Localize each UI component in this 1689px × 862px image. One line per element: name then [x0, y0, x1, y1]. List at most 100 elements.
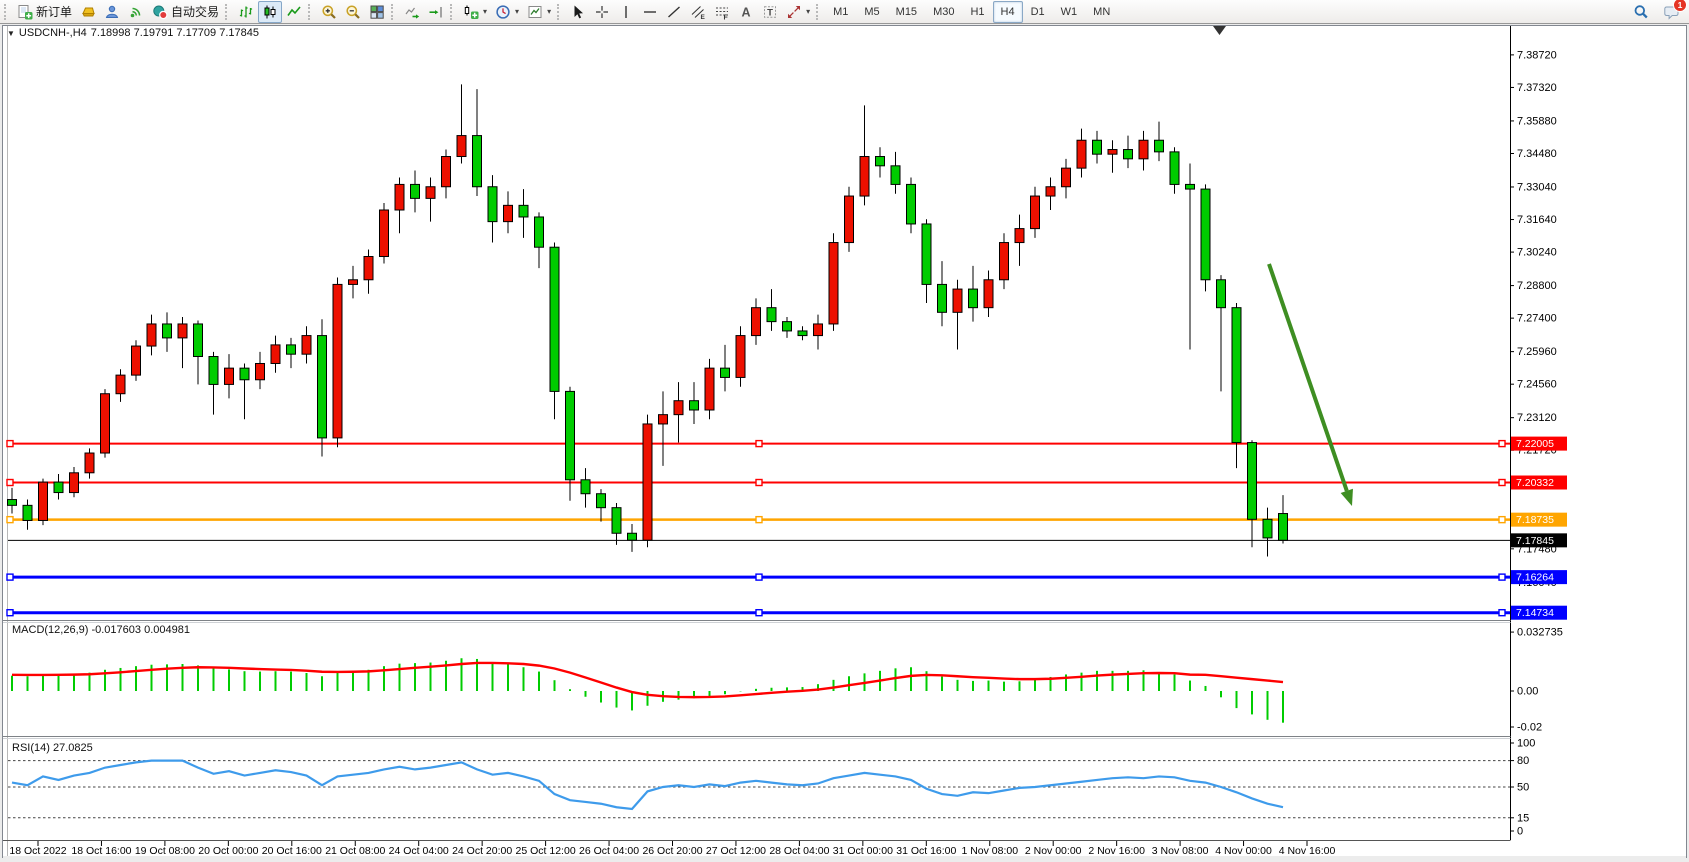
channel-button[interactable]: E [686, 1, 710, 23]
symbol-period-label: USDCNH-,H4 [18, 27, 87, 39]
autotrading-button[interactable]: 自动交易 [148, 1, 223, 23]
text-button[interactable]: A [734, 1, 758, 23]
chart-shift-button[interactable] [424, 1, 448, 23]
timeframe-button-h4[interactable]: H4 [992, 0, 1023, 23]
trend-arrow-annotation[interactable] [1267, 263, 1353, 506]
time-tick-label: 25 Oct 12:00 [516, 845, 576, 857]
time-tick-label: 31 Oct 16:00 [896, 845, 956, 857]
candle [611, 503, 622, 545]
fibonacci-button[interactable]: F [710, 1, 734, 23]
candle [673, 382, 684, 443]
line-handle[interactable] [6, 573, 14, 581]
candle [906, 177, 916, 234]
time-tick-label: 18 Oct 2022 [9, 845, 66, 857]
zoom-out-button[interactable] [341, 1, 365, 23]
timeframe-button-m30[interactable]: M30 [933, 5, 955, 18]
rsi-panel: 100 80 50 15 0 [8, 738, 1535, 838]
horizontal-line[interactable] [6, 478, 1510, 487]
candle [797, 326, 808, 341]
price-tick-label: 7.33040 [1517, 181, 1557, 193]
toolbar-group [400, 1, 448, 23]
metaeditor-button[interactable] [76, 1, 100, 23]
horizontal-line[interactable] [6, 515, 1510, 524]
crosshair-button[interactable] [590, 1, 614, 23]
candlestick-button[interactable] [258, 0, 283, 23]
new-order-button[interactable]: 新订单 [13, 1, 76, 23]
horizontal-line[interactable] [6, 608, 1510, 617]
timeframe-button-w1[interactable]: W1 [1060, 5, 1078, 18]
price-tick-label: 7.25960 [1517, 346, 1557, 358]
line-handle[interactable] [755, 608, 763, 617]
line-handle[interactable] [755, 478, 763, 487]
arrows-button[interactable]: ▾ [782, 1, 814, 23]
chart-window [2, 25, 1687, 858]
auto-scroll-button[interactable] [400, 1, 424, 23]
chart-title: ▼ USDCNH-,H4 7.18998 7.19791 7.17709 7.1… [7, 27, 259, 39]
line-handle[interactable] [6, 515, 14, 524]
candle [115, 369, 126, 402]
text-label-button[interactable]: T [758, 1, 782, 23]
dropdown-caret-icon[interactable]: ▾ [515, 7, 520, 16]
tile-windows-button[interactable] [365, 1, 389, 23]
candle [255, 351, 265, 390]
line-handle[interactable] [1498, 439, 1506, 448]
line-handle[interactable] [6, 608, 14, 617]
line-handle[interactable] [1498, 478, 1506, 487]
auto-scroll-icon [404, 4, 420, 20]
bar-chart-button[interactable] [234, 1, 258, 23]
timeframe-button-m5[interactable]: M5 [864, 5, 880, 18]
candle [22, 499, 33, 530]
line-handle[interactable] [1498, 608, 1506, 617]
candle [766, 289, 777, 331]
hline-button[interactable] [638, 1, 662, 23]
timeframe-button-d1[interactable]: D1 [1030, 5, 1045, 18]
line-handle[interactable] [1498, 515, 1506, 524]
templates-button[interactable]: ▾ [523, 1, 555, 23]
line-handle[interactable] [6, 478, 14, 487]
time-tick-label: 4 Nov 00:00 [1215, 845, 1272, 857]
vline-button[interactable] [614, 1, 638, 23]
zoom-out-icon [345, 4, 361, 20]
periods-button[interactable]: ▾ [491, 1, 523, 23]
candle [177, 316, 188, 369]
candle [596, 489, 606, 522]
line-handle[interactable] [755, 439, 763, 448]
timeframe-button-mn[interactable]: MN [1093, 5, 1111, 18]
new-chart-button[interactable]: ▾ [459, 1, 491, 23]
candle [224, 354, 234, 399]
dropdown-caret-icon[interactable]: ▾ [547, 7, 552, 16]
cursor-button[interactable] [566, 1, 590, 23]
line-handle[interactable] [1498, 573, 1506, 581]
trendline-button[interactable] [662, 1, 686, 23]
notifications-button[interactable]: 1 [1659, 0, 1687, 23]
timeframe-button-m1[interactable]: M1 [833, 5, 849, 18]
timeframe-button-m15[interactable]: M15 [895, 5, 918, 18]
zoom-in-button[interactable] [317, 1, 341, 23]
search-button[interactable] [1629, 1, 1653, 23]
dropdown-caret-icon[interactable]: ▾ [483, 7, 488, 16]
cursor-icon [570, 4, 586, 20]
horizontal-line[interactable] [6, 573, 1510, 581]
price-axis[interactable]: 7.38720 7.37320 7.35880 7.34480 7.33040 7.316… [1510, 49, 1567, 620]
timeframe-button-h1[interactable]: H1 [970, 5, 985, 18]
symbol-dropdown-icon[interactable]: ▼ [7, 28, 15, 38]
signals-button[interactable] [124, 1, 148, 23]
line-handle[interactable] [6, 439, 14, 448]
line-handle[interactable] [755, 515, 763, 524]
candle [549, 242, 560, 420]
price-tick-label: 7.34480 [1517, 148, 1557, 160]
time-tick-label: 19 Oct 08:00 [135, 845, 195, 857]
time-axis[interactable]: 18 Oct 2022 18 Oct 16:00 19 Oct 08:00 20 Oc… [9, 841, 1335, 857]
time-tick-label: 26 Oct 04:00 [579, 845, 639, 857]
candle [131, 340, 141, 381]
line-handle[interactable] [755, 573, 763, 581]
horizontal-line[interactable] [6, 439, 1510, 448]
market-button[interactable] [100, 1, 124, 23]
time-tick-label: 3 Nov 08:00 [1152, 845, 1209, 857]
line-chart-button[interactable] [282, 1, 306, 23]
dropdown-caret-icon[interactable]: ▾ [806, 7, 811, 16]
toolbar: 新订单 自动交易 ▾ ▾ ▾ E F A T ▾ M1 M5 M15 M30 H1 H4 D1 W1 MN 1 [0, 0, 1689, 24]
chart-shift-marker[interactable] [1213, 26, 1226, 35]
svg-text:A: A [742, 5, 751, 19]
